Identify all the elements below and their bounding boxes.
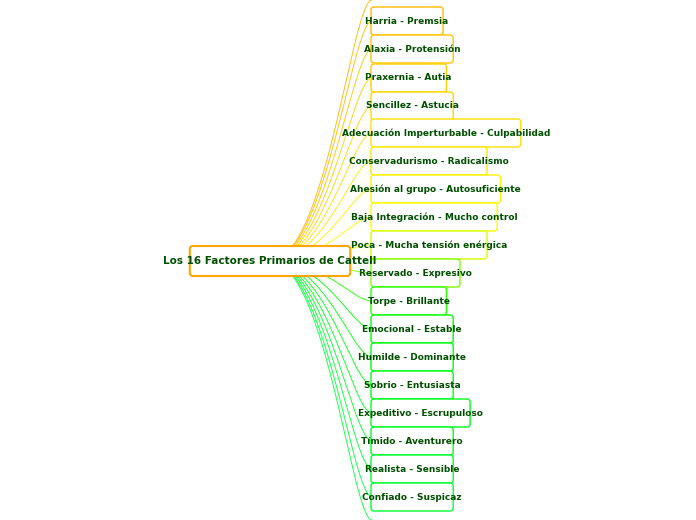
Text: Alaxia - Protensión: Alaxia - Protensión	[364, 45, 461, 54]
FancyBboxPatch shape	[371, 315, 453, 343]
Text: Praxernia - Autia: Praxernia - Autia	[365, 73, 452, 83]
Text: Confiado - Suspicaz: Confiado - Suspicaz	[363, 492, 462, 501]
Text: Sencillez - Astucia: Sencillez - Astucia	[365, 101, 459, 110]
FancyBboxPatch shape	[371, 427, 453, 455]
Text: Baja Integración - Mucho control: Baja Integración - Mucho control	[351, 212, 517, 222]
FancyBboxPatch shape	[371, 92, 453, 120]
FancyBboxPatch shape	[371, 399, 470, 427]
Text: Harria - Premsia: Harria - Premsia	[365, 17, 449, 25]
FancyBboxPatch shape	[371, 147, 487, 175]
Text: Ahesión al grupo - Autosuficiente: Ahesión al grupo - Autosuficiente	[350, 184, 521, 194]
FancyBboxPatch shape	[371, 343, 453, 371]
Text: Expeditivo - Escrupuloso: Expeditivo - Escrupuloso	[358, 409, 483, 418]
FancyBboxPatch shape	[371, 119, 521, 147]
Text: Sobrio - Entusiasta: Sobrio - Entusiasta	[364, 381, 461, 389]
FancyBboxPatch shape	[371, 259, 460, 287]
Text: Los 16 Factores Primarios de Cattell: Los 16 Factores Primarios de Cattell	[164, 256, 377, 266]
FancyBboxPatch shape	[371, 371, 453, 399]
Text: Reservado - Expresivo: Reservado - Expresivo	[359, 268, 472, 278]
Text: Adecuación Imperturbable - Culpabilidad: Adecuación Imperturbable - Culpabilidad	[342, 128, 550, 138]
Text: Emocional - Estable: Emocional - Estable	[363, 324, 462, 333]
Text: Poca - Mucha tensión enérgica: Poca - Mucha tensión enérgica	[351, 240, 507, 250]
FancyBboxPatch shape	[371, 203, 497, 231]
FancyBboxPatch shape	[371, 287, 446, 315]
FancyBboxPatch shape	[371, 35, 453, 63]
FancyBboxPatch shape	[371, 64, 446, 92]
Text: Tímido - Aventurero: Tímido - Aventurero	[361, 436, 463, 446]
Text: Realista - Sensible: Realista - Sensible	[365, 464, 459, 474]
FancyBboxPatch shape	[371, 455, 453, 483]
Text: Humilde - Dominante: Humilde - Dominante	[358, 353, 466, 361]
FancyBboxPatch shape	[371, 483, 453, 511]
FancyBboxPatch shape	[371, 175, 500, 203]
Text: Conservadurismo - Radicalismo: Conservadurismo - Radicalismo	[349, 157, 509, 165]
Text: Torpe - Brillante: Torpe - Brillante	[367, 296, 450, 305]
FancyBboxPatch shape	[371, 7, 443, 35]
FancyBboxPatch shape	[190, 246, 350, 276]
FancyBboxPatch shape	[371, 231, 487, 259]
